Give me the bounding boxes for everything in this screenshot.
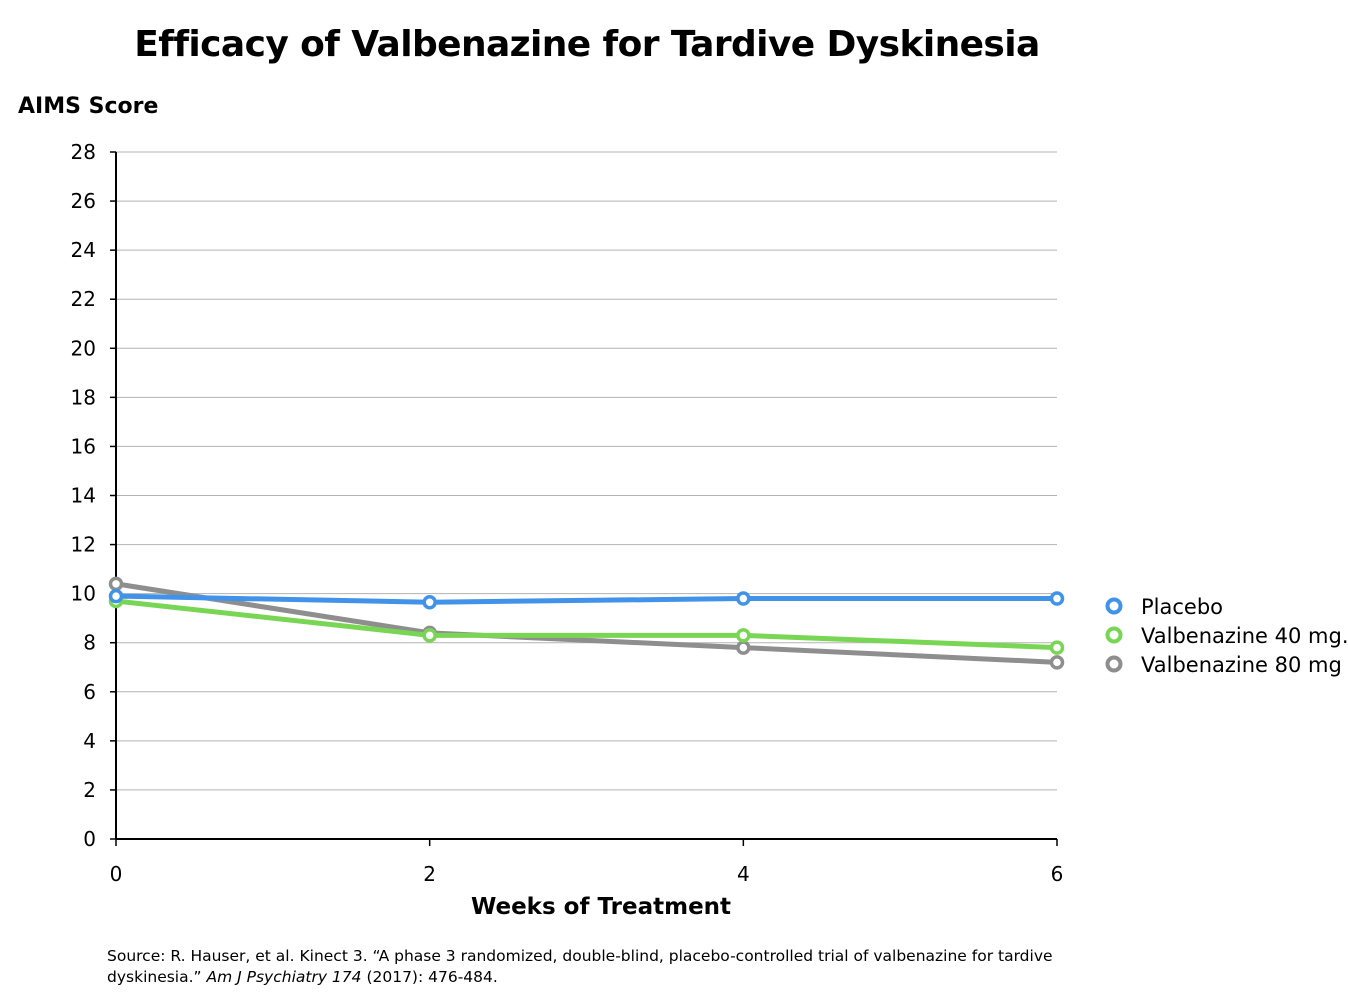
legend-marker-valbenazine-80-mg xyxy=(1105,655,1123,673)
y-tick-label-0: 0 xyxy=(83,827,96,851)
data-point-placebo-2 xyxy=(422,594,437,610)
data-point-valbenazine-40-mg-4 xyxy=(736,628,751,643)
legend-item-valbenazine-80-mg: Valbenazine 80 mg xyxy=(1105,653,1342,677)
x-tick-label-6: 6 xyxy=(1051,862,1064,886)
x-tick-label-0: 0 xyxy=(110,862,123,886)
x-tick-label-2: 2 xyxy=(423,862,436,886)
legend-marker-placebo xyxy=(1105,597,1123,615)
y-tick-label-20: 20 xyxy=(71,336,96,360)
legend-label-valbenazine-40-mg: Valbenazine 40 mg. xyxy=(1141,624,1348,648)
legend-marker-valbenazine-40-mg xyxy=(1105,626,1123,644)
y-tick-label-10: 10 xyxy=(71,582,96,606)
y-tick-label-14: 14 xyxy=(71,484,96,508)
series-valbenazine-40-mg xyxy=(108,593,1065,655)
x-axis-label: Weeks of Treatment xyxy=(471,894,731,920)
series-line-valbenazine-40-mg xyxy=(113,598,1060,651)
y-tick-label-26: 26 xyxy=(71,189,96,213)
source-citation: Source: R. Hauser, et al. Kinect 3. “A p… xyxy=(107,946,1107,988)
data-point-valbenazine-40-mg-2 xyxy=(422,628,437,643)
y-tick-label-6: 6 xyxy=(83,680,96,704)
legend-label-valbenazine-80-mg: Valbenazine 80 mg xyxy=(1141,653,1342,677)
legend-label-placebo: Placebo xyxy=(1141,595,1223,619)
source-line-1: Source: R. Hauser, et al. Kinect 3. “A p… xyxy=(107,947,1053,965)
series-line-valbenazine-80-mg xyxy=(113,581,1060,665)
y-tick-label-28: 28 xyxy=(71,140,96,164)
y-tick-label-18: 18 xyxy=(71,385,96,409)
y-tick-label-16: 16 xyxy=(71,434,96,458)
data-point-valbenazine-80-mg-6 xyxy=(1049,655,1065,670)
source-line-2: dyskinesia.” Am J Psychiatry 174 (2017):… xyxy=(107,967,1107,988)
y-tick-label-24: 24 xyxy=(71,238,96,262)
data-point-placebo-6 xyxy=(1049,591,1065,606)
y-tick-label-22: 22 xyxy=(71,287,96,311)
legend-item-placebo: Placebo xyxy=(1105,595,1223,619)
series-placebo xyxy=(108,588,1065,610)
chart-title: Efficacy of Valbenazine for Tardive Dysk… xyxy=(134,24,1039,65)
x-tick-label-4: 4 xyxy=(737,862,750,886)
y-tick-label-2: 2 xyxy=(83,778,96,802)
legend-item-valbenazine-40-mg: Valbenazine 40 mg. xyxy=(1105,624,1348,648)
y-tick-label-8: 8 xyxy=(83,631,96,655)
y-tick-label-12: 12 xyxy=(71,533,96,557)
series-valbenazine-80-mg xyxy=(108,576,1065,670)
data-point-placebo-4 xyxy=(736,591,751,606)
axes xyxy=(110,151,1058,846)
data-point-valbenazine-80-mg-0 xyxy=(108,576,124,592)
source-line-2-suffix: (2017): 476-484. xyxy=(361,968,498,986)
source-line-2-prefix: dyskinesia.” xyxy=(107,968,207,986)
data-point-valbenazine-40-mg-6 xyxy=(1049,640,1065,655)
data-point-placebo-0 xyxy=(108,588,124,604)
gridlines xyxy=(116,151,1057,791)
data-point-valbenazine-80-mg-4 xyxy=(736,640,751,655)
series xyxy=(108,576,1065,670)
x-tick-labels: 0 2 4 6 xyxy=(110,862,1064,886)
y-axis-label: AIMS Score xyxy=(18,94,158,119)
y-tick-label-4: 4 xyxy=(83,729,96,753)
source-journal: Am J Psychiatry 174 xyxy=(206,968,362,986)
legend: Placebo Valbenazine 40 mg. Valbenazine 80 … xyxy=(1105,595,1348,677)
series-line-placebo xyxy=(113,593,1060,605)
